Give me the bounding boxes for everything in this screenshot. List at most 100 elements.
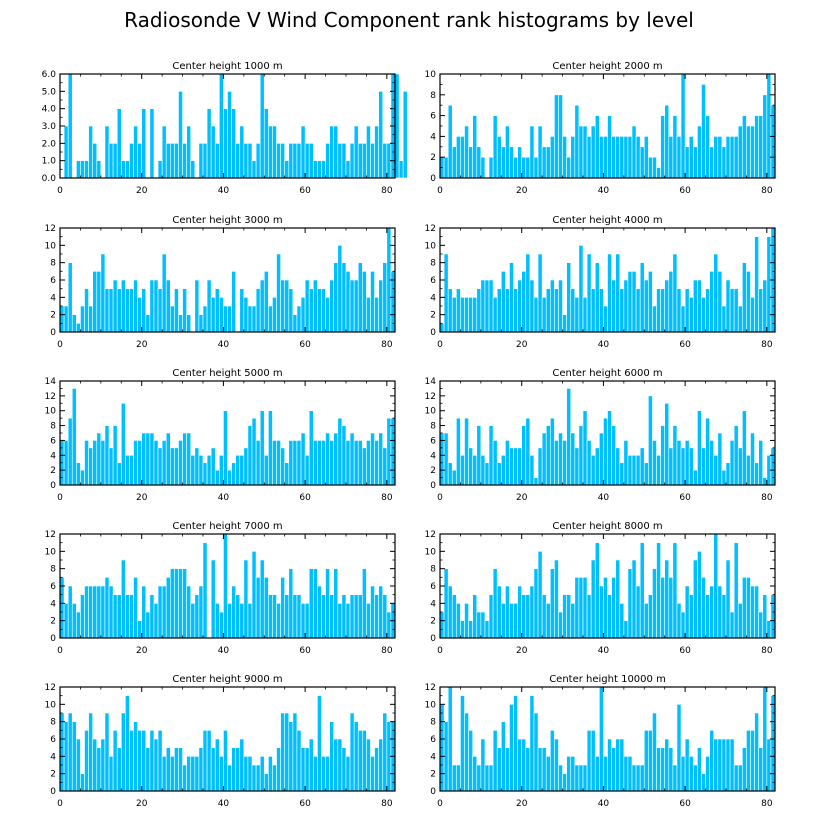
histogram-bar — [370, 756, 375, 792]
histogram-bar — [353, 594, 359, 639]
histogram-bar — [709, 730, 715, 792]
x-tick-label: 80 — [761, 186, 773, 196]
histogram-bar — [370, 143, 375, 179]
histogram-bar — [492, 115, 498, 179]
histogram-bar — [182, 568, 187, 639]
histogram-bar — [268, 756, 273, 792]
y-tick-label: 10 — [45, 241, 57, 251]
y-tick-label: 2 — [430, 153, 436, 163]
histogram-bar — [137, 730, 143, 792]
histogram-bar — [729, 611, 735, 639]
histogram-bar — [578, 125, 584, 179]
histogram-bar — [104, 125, 110, 179]
histogram-bar — [521, 594, 527, 639]
histogram-bar — [227, 305, 232, 333]
y-tick-label: 12 — [425, 224, 436, 234]
histogram-bar — [607, 410, 612, 486]
histogram-bar — [378, 279, 384, 333]
histogram-bar — [259, 559, 265, 639]
histogram-bar — [480, 738, 486, 792]
histogram-bar — [623, 756, 629, 792]
histogram-bar — [725, 559, 731, 639]
histogram-bar — [345, 160, 351, 179]
y-tick-label: 14 — [45, 377, 57, 387]
histogram-bar — [684, 146, 690, 179]
histogram-bar — [284, 462, 290, 486]
histogram-bar — [545, 603, 551, 639]
histogram-bar — [202, 305, 208, 333]
histogram-bar — [705, 594, 710, 639]
histogram-bar — [746, 730, 751, 792]
histogram-bar — [329, 594, 335, 639]
histogram-bar — [562, 136, 567, 179]
histogram-bar — [660, 747, 665, 792]
histogram-bar — [280, 447, 285, 486]
histogram-bar — [59, 712, 65, 792]
histogram-bar — [108, 756, 114, 792]
histogram-bar — [451, 764, 457, 792]
histogram-bar — [263, 577, 269, 639]
histogram-bar — [660, 115, 665, 179]
histogram-bar — [174, 747, 179, 792]
histogram-bar — [288, 568, 294, 639]
histogram-bar — [349, 143, 355, 179]
histogram-bar — [603, 305, 608, 333]
histogram-bar — [333, 262, 339, 333]
histogram-bar — [545, 288, 551, 333]
histogram-bar — [451, 297, 457, 333]
histogram-bar — [660, 288, 665, 333]
histogram-bar — [558, 764, 563, 792]
histogram-bar — [697, 747, 702, 792]
histogram-bar — [594, 542, 600, 639]
histogram-bar — [325, 756, 330, 792]
histogram-bar — [631, 125, 637, 179]
histogram-bar — [594, 447, 600, 486]
histogram-bar — [186, 585, 192, 639]
histogram-bar — [366, 738, 371, 792]
histogram-bar — [496, 136, 502, 179]
histogram-bar — [125, 160, 130, 179]
histogram-bar — [558, 94, 563, 179]
histogram-bar — [480, 279, 486, 333]
histogram-bar — [615, 447, 621, 486]
histogram-bar — [170, 756, 175, 792]
histogram-bar — [76, 160, 81, 179]
histogram-bar — [80, 469, 85, 486]
histogram-bar — [492, 440, 498, 486]
histogram-bar — [96, 271, 102, 333]
histogram-bar — [317, 585, 322, 639]
histogram-bar — [713, 253, 719, 333]
y-tick-label: 2 — [430, 311, 436, 321]
histogram-bar — [737, 125, 743, 179]
histogram-bar — [378, 738, 384, 792]
histogram-bar — [333, 738, 339, 792]
histogram-bar — [170, 305, 175, 333]
histogram-bar — [308, 288, 314, 333]
histogram-bar — [214, 143, 220, 179]
histogram-bar — [554, 738, 559, 792]
histogram-bar — [643, 136, 649, 179]
histogram-bar — [566, 388, 572, 486]
histogram-bar — [284, 712, 290, 792]
histogram-bar — [611, 747, 616, 792]
y-tick-label: 0 — [50, 634, 56, 644]
histogram-bar — [750, 432, 755, 486]
y-tick-label: 2 — [50, 311, 56, 321]
y-tick-label: 1.0 — [42, 157, 57, 167]
histogram-bar — [182, 288, 187, 333]
histogram-bar — [59, 305, 65, 333]
histogram-bar — [762, 94, 768, 179]
histogram-bar — [676, 440, 682, 486]
histogram-bar — [447, 288, 453, 333]
histogram-bar — [766, 73, 772, 179]
histogram-bar — [370, 432, 375, 486]
histogram-bar — [729, 288, 735, 333]
histogram-bar — [104, 712, 110, 792]
histogram-bar — [165, 747, 171, 792]
histogram-bar — [525, 747, 531, 792]
histogram-bar — [120, 160, 126, 179]
histogram-bar — [488, 764, 494, 792]
histogram-bar — [402, 91, 408, 179]
histogram-bar — [84, 440, 89, 486]
histogram-bar — [288, 721, 294, 792]
